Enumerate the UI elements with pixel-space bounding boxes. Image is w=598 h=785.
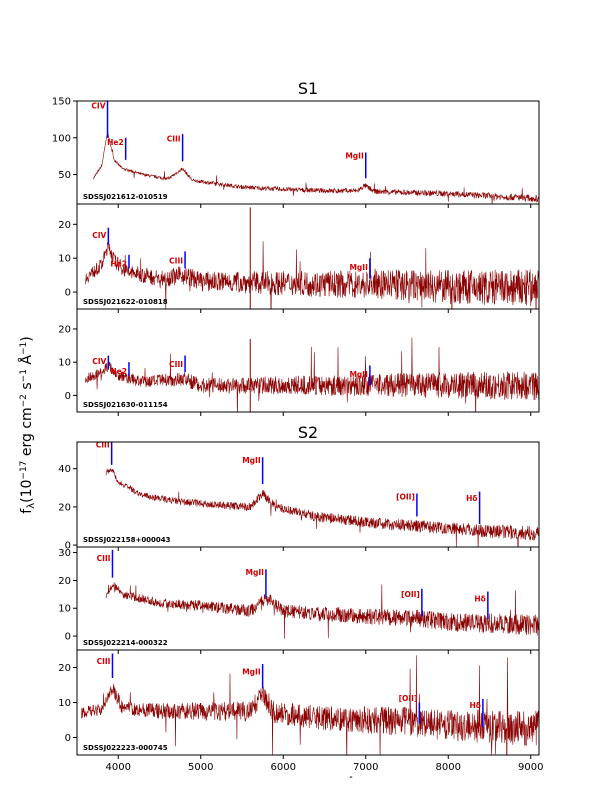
x-tick-label: 5000 bbox=[188, 762, 213, 773]
emission-line-label: MgII bbox=[242, 668, 261, 677]
emission-line-label: CIII bbox=[97, 554, 111, 563]
emission-line-label: CIII bbox=[169, 256, 183, 265]
y-tick-label: 50 bbox=[58, 170, 71, 181]
y-tick-label: 10 bbox=[58, 254, 71, 265]
emission-line-label: MgII bbox=[349, 370, 368, 379]
emission-line-label: CIII bbox=[97, 657, 111, 666]
x-tick-label: 9000 bbox=[518, 762, 543, 773]
y-tick-label: 30 bbox=[58, 548, 71, 559]
group-title: S2 bbox=[298, 423, 318, 442]
emission-line-label: CIV bbox=[92, 231, 106, 240]
spectrum-line bbox=[85, 238, 539, 309]
y-tick-label: 10 bbox=[58, 698, 71, 709]
emission-line-label: MgII bbox=[246, 568, 265, 577]
y-tick-label: 0 bbox=[65, 733, 71, 744]
panel-frame bbox=[76, 308, 540, 413]
object-name: SDSSJ022214-000322 bbox=[83, 639, 168, 647]
emission-line-label: Hδ bbox=[466, 494, 477, 503]
y-tick-label: 10 bbox=[58, 604, 71, 615]
emission-line-label: CIV bbox=[91, 101, 105, 110]
emission-line-label: CIV bbox=[92, 357, 106, 366]
group-titles: S1 S2 bbox=[298, 79, 318, 442]
x-axis-label: ˆ bbox=[349, 775, 354, 785]
x-axis: 4000 5000 6000 7000 8000 9000 bbox=[106, 762, 544, 773]
y-tick-label: 20 bbox=[58, 324, 71, 335]
y-tick-label: 0 bbox=[65, 632, 71, 643]
spectrum-panel: CIII MgII [OII] Hδ 0 20 40 SDSSJ022158+000043 bbox=[58, 441, 540, 552]
spectrum-panel: CIV He2 CIII MgII 0 10 20 SDSSJ021630-011154 bbox=[58, 308, 540, 416]
emission-line-label: Hδ bbox=[469, 701, 480, 710]
emission-line-label: [OII] bbox=[396, 492, 415, 501]
emission-line-label: He2 bbox=[110, 260, 127, 269]
x-tick-label: 8000 bbox=[436, 762, 461, 773]
spectrum-panel: CIII MgII [OII] Hδ 0 10 20 SDSSJ022223-000745 bbox=[58, 649, 540, 759]
y-tick-label: 20 bbox=[58, 576, 71, 587]
spectrum-line bbox=[105, 467, 539, 547]
panel-frame bbox=[76, 546, 540, 651]
y-tick-label: 100 bbox=[52, 133, 71, 144]
spectrum-line bbox=[85, 337, 539, 412]
object-name: SDSSJ021612-010519 bbox=[83, 193, 168, 201]
spectrum-panel: CIII MgII [OII] Hδ 0 10 20 30 SDSSJ022214-000322 bbox=[58, 546, 540, 654]
y-tick-label: 0 bbox=[65, 288, 71, 299]
emission-line-label: CIII bbox=[96, 441, 110, 450]
y-tick-label: 40 bbox=[58, 464, 71, 475]
spectrum-line bbox=[93, 132, 539, 204]
y-tick-label: 20 bbox=[58, 502, 71, 513]
emission-line-label: He2 bbox=[107, 138, 124, 147]
object-name: SDSSJ021630-011154 bbox=[83, 401, 168, 409]
y-tick-label: 150 bbox=[52, 97, 71, 108]
emission-line-label: CIII bbox=[167, 134, 181, 143]
object-name: SDSSJ022158+000043 bbox=[83, 536, 171, 544]
x-tick-label: 4000 bbox=[106, 762, 131, 773]
object-name: SDSSJ021622-010818 bbox=[83, 298, 168, 306]
emission-line-label: [OII] bbox=[401, 590, 420, 599]
emission-line-label: MgII bbox=[349, 263, 368, 272]
spectrum-panel: CIV He2 CIII MgII 0 10 20 SDSSJ021622-010818 bbox=[58, 203, 540, 313]
spectrum-line bbox=[80, 655, 539, 755]
y-tick-label: 20 bbox=[58, 663, 71, 674]
emission-line-label: MgII bbox=[242, 456, 261, 465]
emission-line-label: He2 bbox=[110, 367, 127, 376]
group-title: S1 bbox=[298, 79, 318, 98]
y-tick-label: 10 bbox=[58, 358, 71, 369]
spectrum-line bbox=[105, 582, 539, 639]
y-tick-label: 0 bbox=[65, 541, 71, 552]
emission-line-label: MgII bbox=[345, 151, 364, 160]
emission-line-label: CIII bbox=[169, 360, 183, 369]
object-name: SDSSJ022223-000745 bbox=[83, 744, 168, 752]
emission-line-label: Hδ bbox=[474, 594, 485, 603]
emission-line-label: [OII] bbox=[399, 694, 418, 703]
x-tick-label: 6000 bbox=[271, 762, 296, 773]
y-tick-label: 20 bbox=[58, 220, 71, 231]
spectrum-panel: CIV He2 CIII MgII 50 100 150 SDSSJ021612-010519 bbox=[52, 97, 540, 208]
y-tick-label: 0 bbox=[65, 391, 71, 402]
y-axis-label: fλ(10−17 erg cm−2 s−1 Å−1) bbox=[18, 336, 37, 513]
x-tick-label: 7000 bbox=[353, 762, 378, 773]
